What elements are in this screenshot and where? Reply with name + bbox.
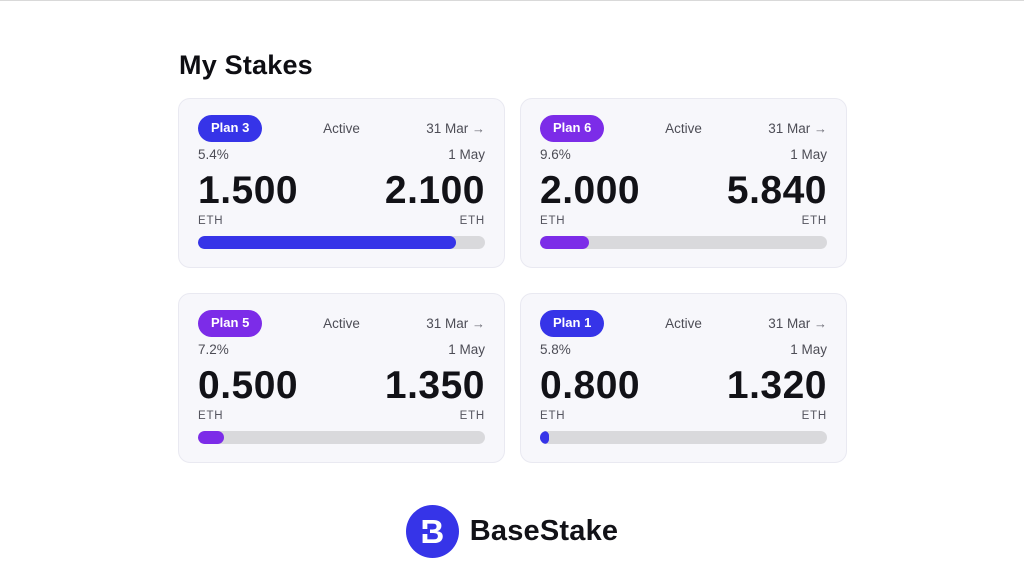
staked-unit-label: ETH	[540, 215, 566, 227]
page-title: My Stakes	[179, 50, 313, 80]
reward-amount: 1.320	[726, 364, 827, 407]
staked-unit-label: ETH	[540, 410, 566, 422]
logo-notch	[418, 529, 430, 534]
logo-letter: B	[420, 513, 445, 550]
stake-card-plan-6[interactable]: Plan 6 Active 31 Mar → 9.6% 1 May 2.000 …	[520, 98, 847, 268]
date-range: 31 Mar →	[426, 316, 485, 331]
units-row: ETH ETH	[198, 215, 485, 227]
date-range: 31 Mar →	[768, 316, 827, 331]
arrow-right-icon: →	[472, 316, 485, 331]
end-date: 1 May	[790, 147, 827, 162]
plan-badge: Plan 6	[540, 115, 605, 142]
progress-track	[540, 236, 827, 249]
basestake-logo-icon: B	[405, 505, 459, 558]
card-header: Plan 6 Active 31 Mar →	[540, 115, 827, 142]
staked-unit-label: ETH	[198, 215, 224, 227]
reward-unit-label: ETH	[459, 215, 485, 227]
stake-card-plan-3[interactable]: Plan 3 Active 31 Mar → 5.4% 1 May 1.500 …	[178, 98, 505, 268]
reward-amount: 1.350	[384, 364, 485, 407]
card-subheader: 9.6% 1 May	[540, 147, 827, 162]
status-label: Active	[323, 121, 360, 136]
amounts-row: 2.000 5.840	[540, 171, 827, 210]
progress-track	[540, 431, 827, 444]
amounts-row: 0.800 1.320	[540, 366, 827, 405]
progress-fill	[198, 431, 224, 444]
end-date: 1 May	[448, 147, 485, 162]
status-label: Active	[665, 316, 702, 331]
arrow-right-icon: →	[472, 121, 485, 136]
card-subheader: 5.4% 1 May	[198, 147, 485, 162]
date-range: 31 Mar →	[768, 121, 827, 136]
card-header: Plan 3 Active 31 Mar →	[198, 115, 485, 142]
stake-card-plan-5[interactable]: Plan 5 Active 31 Mar → 7.2% 1 May 0.500 …	[178, 293, 505, 463]
units-row: ETH ETH	[540, 215, 827, 227]
date-range: 31 Mar →	[426, 121, 485, 136]
units-row: ETH ETH	[198, 410, 485, 422]
start-date: 31 Mar	[426, 316, 469, 331]
brand-name: BaseStake	[469, 515, 619, 547]
apr-value: 5.4%	[198, 147, 229, 162]
units-row: ETH ETH	[540, 410, 827, 422]
progress-track	[198, 431, 485, 444]
stake-card-plan-1[interactable]: Plan 1 Active 31 Mar → 5.8% 1 May 0.800 …	[520, 293, 847, 463]
card-subheader: 7.2% 1 May	[198, 342, 485, 357]
amounts-row: 1.500 2.100	[198, 171, 485, 210]
start-date: 31 Mar	[426, 121, 469, 136]
start-date: 31 Mar	[768, 121, 811, 136]
arrow-right-icon: →	[814, 316, 827, 331]
staked-unit-label: ETH	[198, 410, 224, 422]
status-label: Active	[665, 121, 702, 136]
apr-value: 5.8%	[540, 342, 571, 357]
progress-fill	[198, 236, 457, 249]
reward-unit-label: ETH	[801, 215, 827, 227]
staked-amount: 1.500	[198, 169, 299, 212]
card-header: Plan 1 Active 31 Mar →	[540, 310, 827, 337]
plan-badge: Plan 3	[198, 115, 263, 142]
end-date: 1 May	[448, 342, 485, 357]
amounts-row: 0.500 1.350	[198, 366, 485, 405]
card-subheader: 5.8% 1 May	[540, 342, 827, 357]
reward-amount: 5.840	[726, 169, 827, 212]
status-label: Active	[323, 316, 360, 331]
start-date: 31 Mar	[768, 316, 811, 331]
apr-value: 9.6%	[540, 147, 571, 162]
brand-footer[interactable]: B BaseStake	[0, 505, 1024, 558]
card-header: Plan 5 Active 31 Mar →	[198, 310, 485, 337]
apr-value: 7.2%	[198, 342, 229, 357]
reward-unit-label: ETH	[801, 410, 827, 422]
progress-fill	[540, 431, 549, 444]
staked-amount: 2.000	[540, 169, 641, 212]
reward-unit-label: ETH	[459, 410, 485, 422]
arrow-right-icon: →	[814, 121, 827, 136]
progress-fill	[540, 236, 589, 249]
staked-amount: 0.800	[540, 364, 641, 407]
reward-amount: 2.100	[384, 169, 485, 212]
plan-badge: Plan 5	[198, 310, 263, 337]
progress-track	[198, 236, 485, 249]
plan-badge: Plan 1	[540, 310, 605, 337]
staked-amount: 0.500	[198, 364, 299, 407]
end-date: 1 May	[790, 342, 827, 357]
stakes-card-grid: Plan 3 Active 31 Mar → 5.4% 1 May 1.500 …	[178, 98, 847, 463]
